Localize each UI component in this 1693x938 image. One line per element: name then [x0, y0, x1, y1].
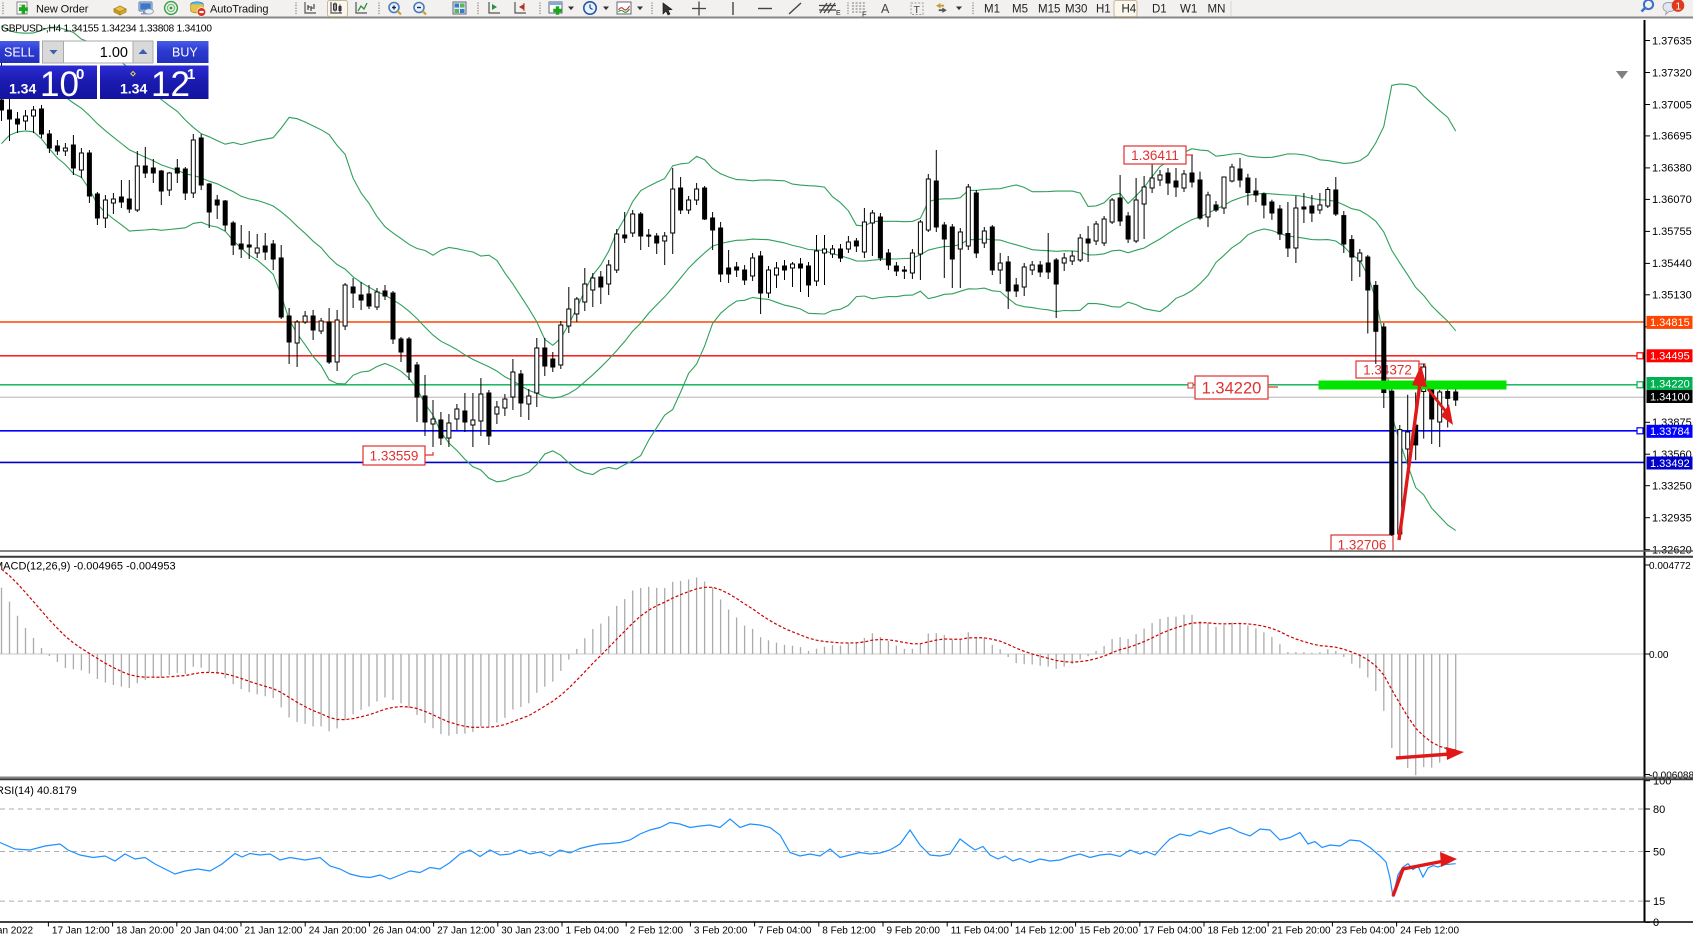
svg-text:MACD(12,26,9) -0.004965 -0.004: MACD(12,26,9) -0.004965 -0.004953: [0, 561, 176, 573]
svg-text:1.34815: 1.34815: [1650, 317, 1690, 329]
svg-text:26 Jan 04:00: 26 Jan 04:00: [373, 926, 431, 937]
svg-text:1.34220: 1.34220: [1650, 378, 1690, 390]
svg-text:24 Jan 20:00: 24 Jan 20:00: [309, 926, 367, 937]
svg-text:1.33559: 1.33559: [370, 448, 419, 463]
svg-text:New Order: New Order: [36, 4, 89, 16]
svg-text:24 Feb 12:00: 24 Feb 12:00: [1400, 926, 1459, 937]
svg-text:F: F: [862, 10, 867, 19]
svg-text:M5: M5: [1012, 4, 1028, 16]
svg-text:21 Feb 20:00: 21 Feb 20:00: [1272, 926, 1331, 937]
svg-text:1.32935: 1.32935: [1652, 513, 1692, 525]
svg-text:8 Feb 12:00: 8 Feb 12:00: [822, 926, 876, 937]
svg-text:RSI(14) 40.8179: RSI(14) 40.8179: [0, 785, 77, 797]
svg-text:2 Feb 12:00: 2 Feb 12:00: [630, 926, 684, 937]
svg-text:1.36380: 1.36380: [1652, 163, 1692, 175]
svg-text:15: 15: [1653, 896, 1665, 908]
svg-text:14 Jan 2022: 14 Jan 2022: [0, 926, 33, 937]
svg-text:11 Feb 04:00: 11 Feb 04:00: [951, 926, 1010, 937]
svg-text:1.34220: 1.34220: [1202, 379, 1262, 397]
svg-text:1: 1: [1676, 2, 1682, 13]
svg-text:AutoTrading: AutoTrading: [210, 4, 268, 16]
svg-text:17 Jan 12:00: 17 Jan 12:00: [52, 926, 110, 937]
svg-text:50: 50: [1653, 846, 1665, 858]
svg-text:3 Feb 20:00: 3 Feb 20:00: [694, 926, 748, 937]
svg-text:A: A: [881, 2, 890, 16]
svg-text:E: E: [836, 10, 841, 17]
svg-text:M15: M15: [1038, 4, 1060, 16]
svg-text:0.004772: 0.004772: [1649, 561, 1691, 572]
svg-text:1: 1: [187, 66, 195, 83]
svg-text:1.34372: 1.34372: [1363, 362, 1412, 377]
svg-text:T: T: [914, 4, 921, 16]
svg-text:1.33250: 1.33250: [1652, 481, 1692, 493]
svg-text:1.35130: 1.35130: [1652, 290, 1692, 302]
svg-text:1.33492: 1.33492: [1650, 458, 1690, 470]
svg-text:GBPUSD-,H4 1.34155 1.34234 1.: GBPUSD-,H4 1.34155 1.34234 1.33808 1.341…: [1, 24, 212, 35]
svg-text:1.32706: 1.32706: [1338, 537, 1387, 552]
svg-text:BUY: BUY: [172, 46, 198, 60]
svg-text:17 Feb 04:00: 17 Feb 04:00: [1143, 926, 1202, 937]
svg-text:0: 0: [1653, 917, 1659, 929]
svg-text:15 Feb 20:00: 15 Feb 20:00: [1079, 926, 1138, 937]
svg-text:H1: H1: [1096, 4, 1111, 16]
svg-text:0.00: 0.00: [1649, 650, 1669, 661]
svg-text:7 Feb 04:00: 7 Feb 04:00: [758, 926, 812, 937]
svg-text:12: 12: [151, 65, 190, 104]
svg-text:27 Jan 12:00: 27 Jan 12:00: [437, 926, 495, 937]
svg-text:1.37635: 1.37635: [1652, 35, 1692, 47]
svg-text:1.34100: 1.34100: [1650, 391, 1690, 403]
svg-text:M30: M30: [1065, 4, 1087, 16]
svg-text:18 Feb 12:00: 18 Feb 12:00: [1208, 926, 1267, 937]
svg-text:14 Feb 12:00: 14 Feb 12:00: [1015, 926, 1074, 937]
svg-text:21 Jan 12:00: 21 Jan 12:00: [245, 926, 303, 937]
svg-text:23 Feb 04:00: 23 Feb 04:00: [1336, 926, 1395, 937]
svg-text:1 Feb 04:00: 1 Feb 04:00: [566, 926, 620, 937]
svg-text:M1: M1: [984, 4, 1000, 16]
svg-text:SELL: SELL: [4, 46, 35, 60]
svg-text:D1: D1: [1152, 4, 1167, 16]
svg-text:30 Jan 23:00: 30 Jan 23:00: [501, 926, 559, 937]
svg-text:1.00: 1.00: [100, 45, 128, 61]
svg-text:0: 0: [76, 66, 84, 83]
svg-text:1.37320: 1.37320: [1652, 67, 1692, 79]
svg-text:1.36411: 1.36411: [1131, 148, 1179, 163]
svg-text:9 Feb 20:00: 9 Feb 20:00: [887, 926, 941, 937]
svg-text:20 Jan 04:00: 20 Jan 04:00: [180, 926, 238, 937]
svg-text:W1: W1: [1180, 4, 1197, 16]
svg-text:1.34: 1.34: [120, 81, 147, 97]
svg-text:MN: MN: [1208, 4, 1226, 16]
svg-text:80: 80: [1653, 804, 1665, 816]
svg-text:1.37005: 1.37005: [1652, 99, 1692, 111]
svg-text:1.34: 1.34: [9, 81, 36, 97]
svg-text:18 Jan 20:00: 18 Jan 20:00: [116, 926, 174, 937]
svg-text:1.36070: 1.36070: [1652, 194, 1692, 206]
svg-text:10: 10: [40, 65, 79, 104]
svg-text:1.36695: 1.36695: [1652, 131, 1692, 143]
svg-text:H4: H4: [1122, 4, 1137, 16]
svg-text:1.34495: 1.34495: [1650, 351, 1690, 363]
svg-text:1.33784: 1.33784: [1650, 426, 1690, 438]
svg-text:1.35440: 1.35440: [1652, 258, 1692, 270]
svg-text:-0.006088: -0.006088: [1649, 770, 1693, 781]
svg-text:1.35755: 1.35755: [1652, 226, 1692, 238]
